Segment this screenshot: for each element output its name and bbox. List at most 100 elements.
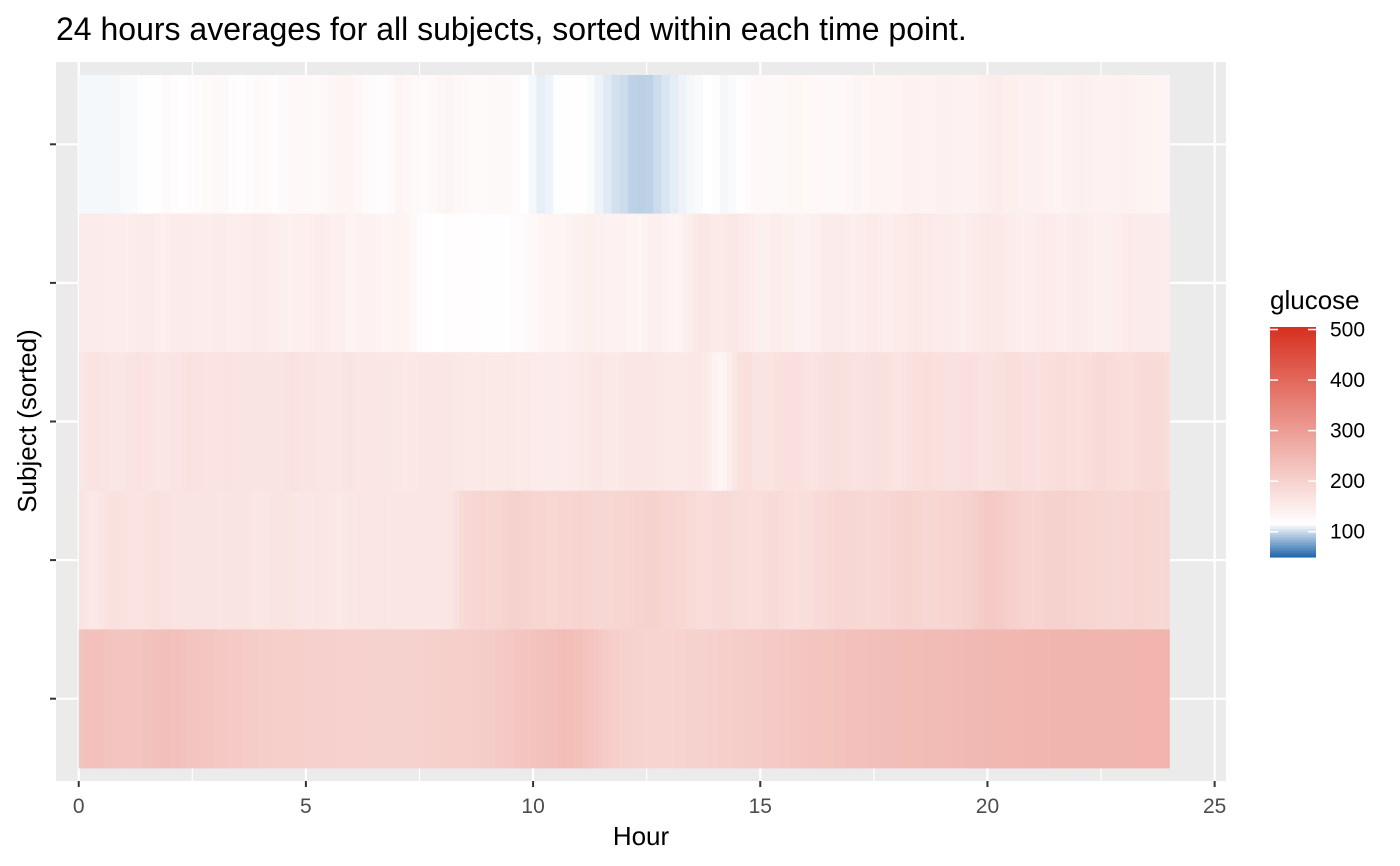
heatmap-cell: [611, 213, 617, 353]
heatmap-cell: [860, 352, 867, 492]
legend-color-step: [1270, 545, 1316, 548]
heatmap-cell: [283, 213, 290, 353]
heatmap-cell: [850, 352, 857, 492]
heatmap-cell: [894, 75, 904, 214]
legend-color-step: [1270, 473, 1316, 476]
heatmap-cell: [161, 490, 167, 630]
legend-color-step: [1270, 421, 1316, 424]
heatmap-cell: [551, 352, 558, 492]
heatmap-cell: [544, 75, 554, 214]
heatmap-cell: [1025, 213, 1032, 353]
heatmap-cell: [767, 629, 774, 769]
heatmap-cell: [901, 490, 908, 630]
heatmap-cell: [428, 490, 435, 630]
heatmap-cell: [662, 213, 669, 353]
heatmap-cell: [667, 213, 674, 353]
heatmap-cell: [767, 490, 774, 630]
heatmap-cell: [197, 352, 203, 492]
heatmap-cell: [351, 629, 358, 769]
heatmap-cell: [330, 490, 337, 630]
heatmap-cell: [474, 352, 481, 492]
heatmap-cell: [217, 352, 224, 492]
heatmap-cell: [1117, 629, 1124, 769]
heatmap-cell: [995, 213, 1001, 353]
heatmap-cell: [1119, 75, 1129, 214]
legend-color-step: [1270, 481, 1316, 484]
heatmap-cell: [675, 629, 682, 769]
legend-color-step: [1270, 459, 1316, 462]
heatmap-cell: [944, 75, 954, 214]
heatmap-cell: [769, 213, 776, 353]
heatmap-cell: [449, 629, 455, 769]
heatmap-cell: [549, 213, 556, 353]
heatmap-cell: [1071, 629, 1078, 769]
heatmap-cell: [644, 629, 651, 769]
heatmap-cell: [1019, 75, 1029, 214]
heatmap-cell: [521, 352, 527, 492]
heatmap-cell: [845, 352, 851, 492]
heatmap-cell: [94, 352, 100, 492]
heatmap-cell: [534, 213, 541, 353]
heatmap-cell: [269, 490, 275, 630]
heatmap-cell: [773, 490, 779, 630]
heatmap-cell: [582, 629, 589, 769]
legend-color-step: [1270, 369, 1316, 372]
heatmap-cell: [334, 213, 341, 353]
heatmap-cell: [145, 490, 152, 630]
heatmap-cell: [1133, 213, 1140, 353]
heatmap-row: [78, 75, 1170, 214]
heatmap-cell: [600, 213, 607, 353]
heatmap-cell: [1152, 75, 1162, 214]
heatmap-cell: [611, 75, 621, 214]
heatmap-row: [78, 490, 1170, 630]
heatmap-cell: [636, 75, 646, 214]
heatmap-cell: [1020, 213, 1027, 353]
heatmap-cell: [726, 629, 733, 769]
heatmap-cell: [328, 75, 338, 214]
heatmap-cell: [919, 75, 929, 214]
heatmap-cell: [112, 75, 121, 214]
heatmap-cell: [963, 629, 970, 769]
legend-color-step: [1270, 451, 1316, 454]
heatmap-cell: [546, 629, 553, 769]
heatmap-cell: [176, 352, 183, 492]
heatmap-cell: [629, 490, 635, 630]
heatmap-cell: [263, 490, 270, 630]
heatmap-cell: [554, 213, 561, 353]
heatmap-cell: [370, 75, 379, 214]
heatmap-cell: [680, 352, 687, 492]
heatmap-cell: [927, 629, 934, 769]
legend-color-step: [1270, 507, 1316, 510]
heatmap-cell: [587, 629, 594, 769]
legend-ticks: 100 200 300 400 500: [1270, 319, 1365, 544]
heatmap-cell: [870, 629, 877, 769]
heatmap-cell: [1056, 490, 1062, 630]
legend-color-step: [1270, 427, 1316, 430]
heatmap-cell: [279, 490, 286, 630]
heatmap-cell: [1036, 213, 1042, 353]
heatmap-cell: [731, 629, 738, 769]
heatmap-cell: [891, 629, 898, 769]
heatmap-cell: [119, 490, 126, 630]
heatmap-cell: [865, 352, 872, 492]
heatmap-cell: [932, 490, 939, 630]
heatmap-cell: [443, 629, 450, 769]
heatmap-cell: [526, 352, 532, 492]
heatmap-cell: [892, 213, 899, 353]
legend-color-step: [1270, 357, 1316, 360]
heatmap-cell: [495, 629, 502, 769]
heatmap-cell: [515, 352, 522, 492]
heatmap-cell: [87, 75, 96, 214]
heatmap-cell: [802, 75, 812, 214]
heatmap-cell: [397, 352, 404, 492]
heatmap-cell: [716, 352, 723, 492]
heatmap-cell: [665, 352, 671, 492]
heatmap-cell: [999, 490, 1006, 630]
heatmap-cell: [670, 490, 676, 630]
heatmap-cell: [744, 75, 754, 214]
heatmap-cell: [1040, 352, 1047, 492]
x-tick-label: 10: [521, 795, 544, 818]
heatmap-cell: [613, 352, 620, 492]
heatmap-cell: [852, 75, 862, 214]
heatmap-cell: [170, 213, 177, 353]
